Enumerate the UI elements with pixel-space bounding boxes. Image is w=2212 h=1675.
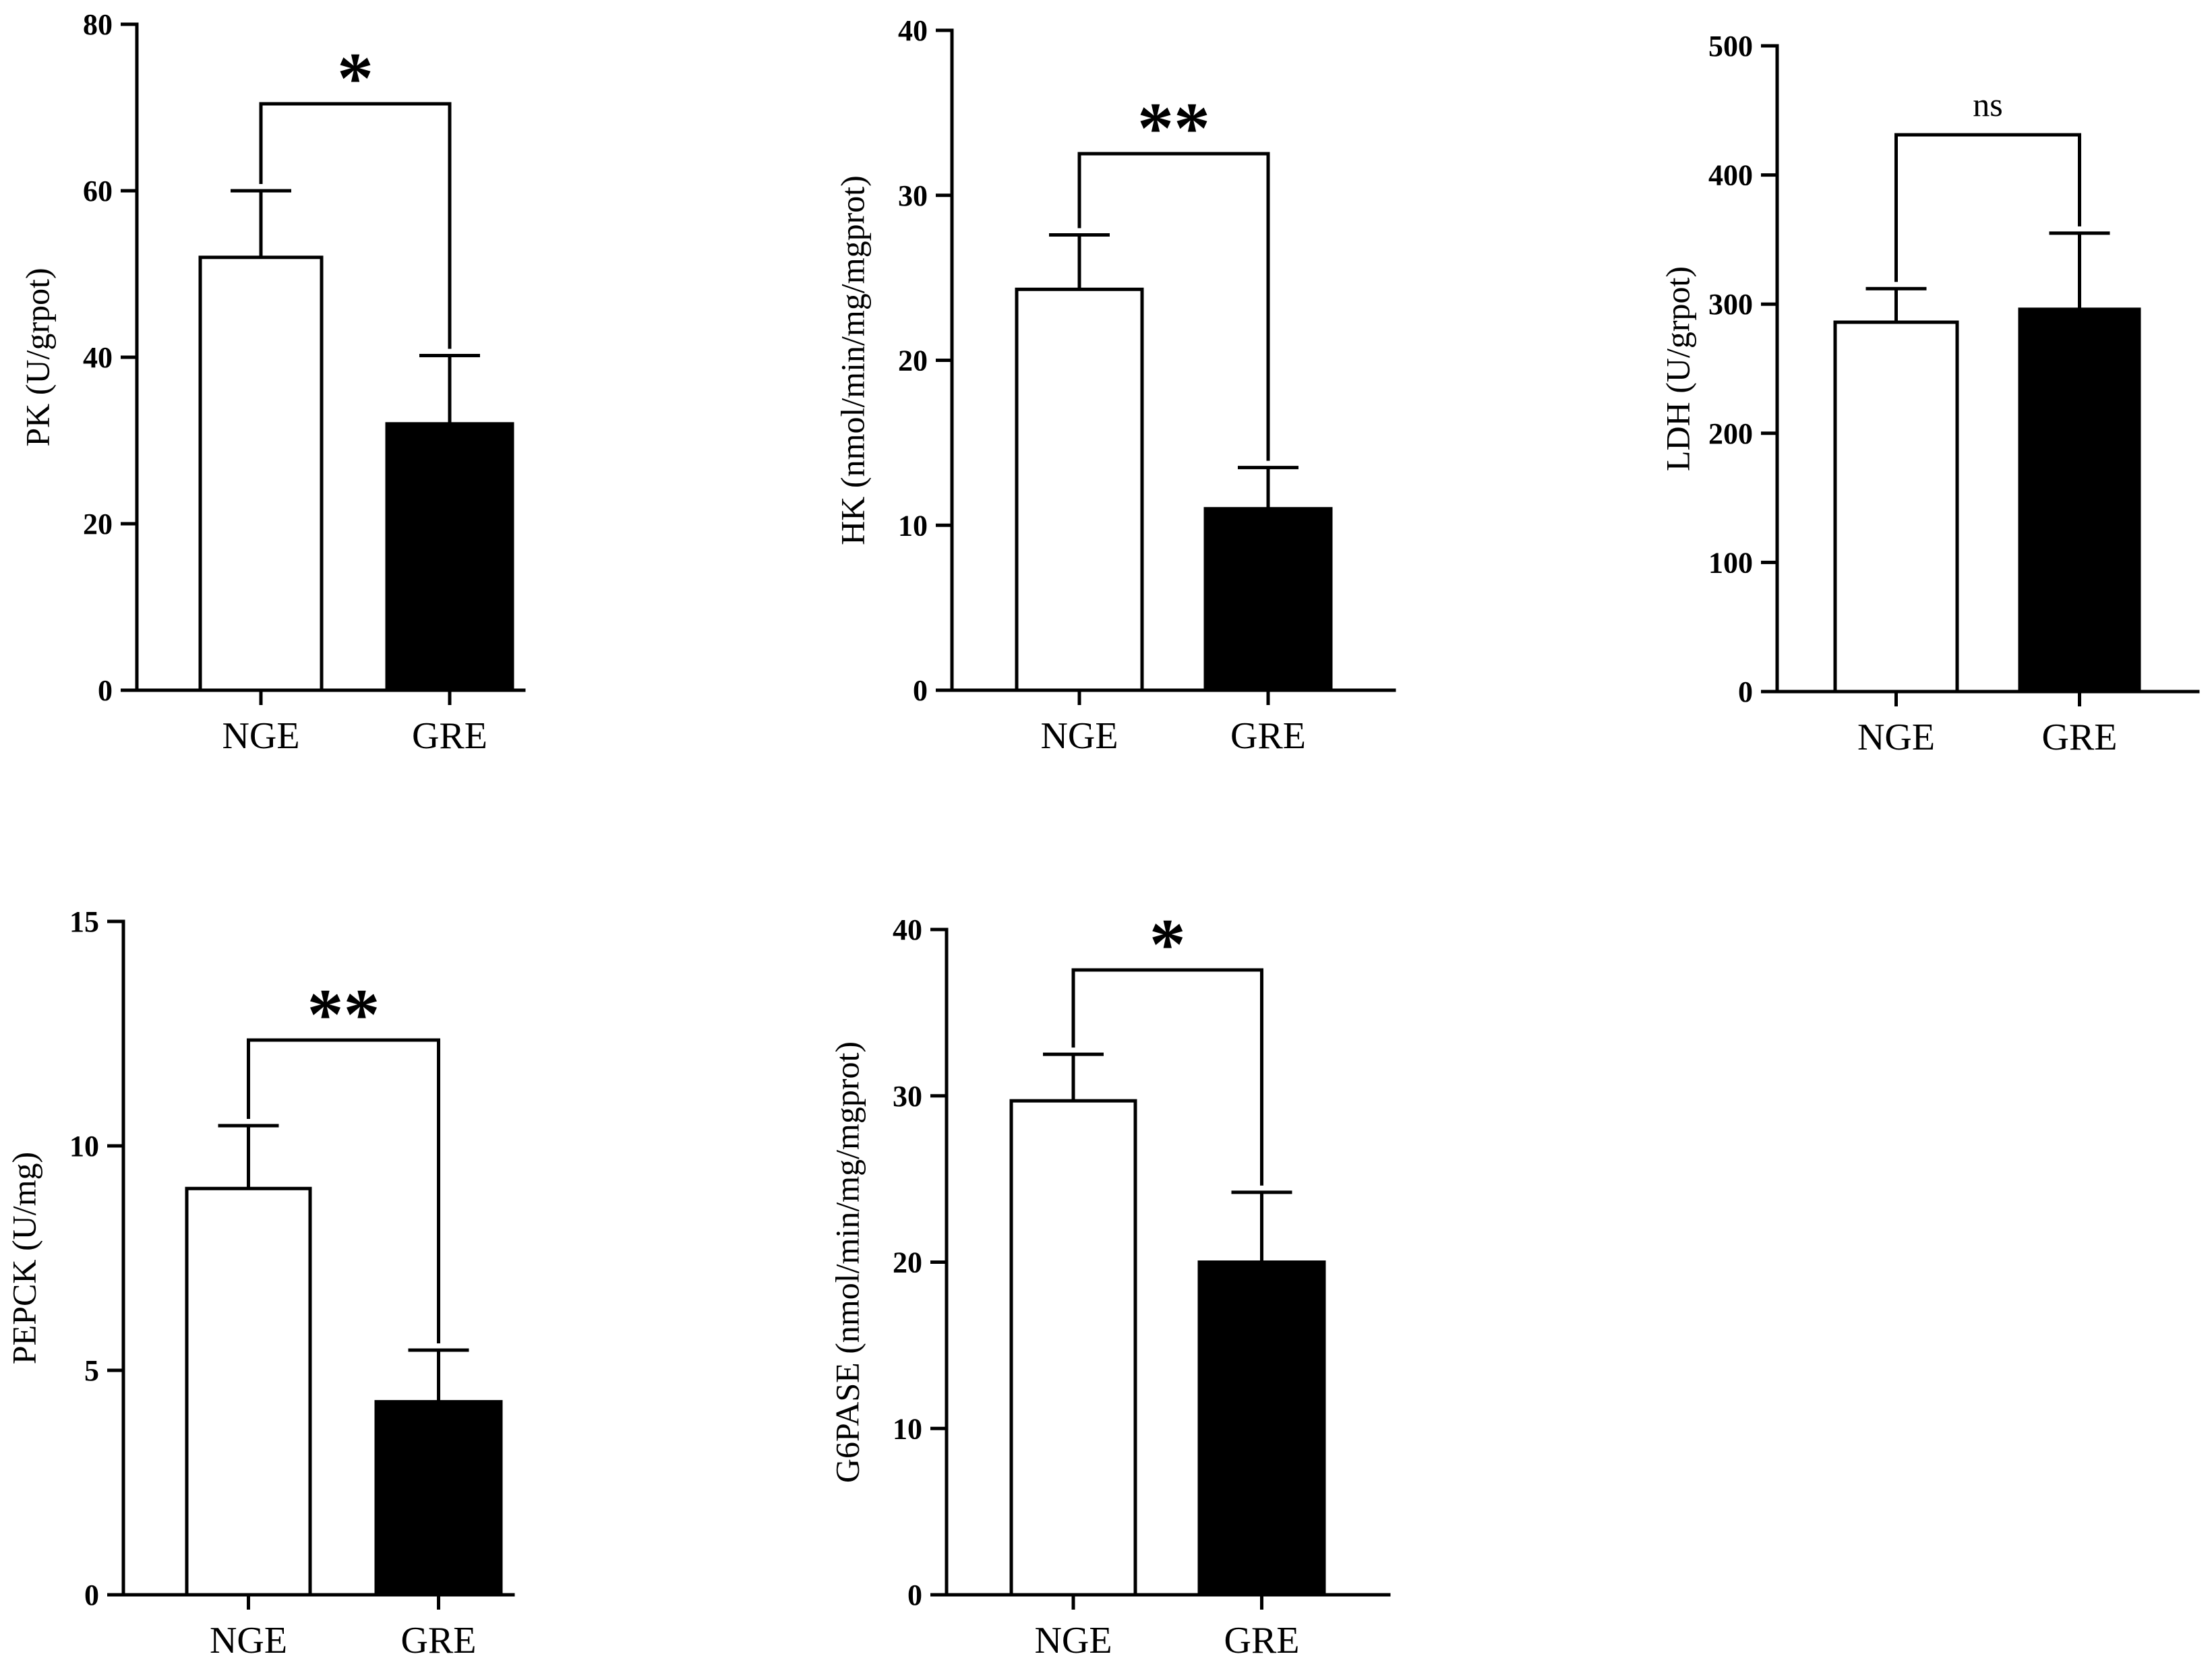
y-tick-label: 0 (98, 674, 113, 707)
y-axis-title: PK (U/grpot) (18, 268, 56, 446)
significance-label: ns (1973, 86, 2002, 123)
significance-label: ** (307, 975, 380, 1055)
y-axis-title: HK (nmol/min/mg/mgprot) (833, 175, 871, 545)
y-tick-label: 30 (893, 1080, 922, 1113)
chart-panel-4: 0 5 10 15 PEPCK (U/mg) NGE GRE ** (5, 905, 515, 1662)
significance-bracket (1077, 152, 1270, 461)
y-tick-label: 30 (898, 179, 928, 212)
x-tick-label: NGE (1034, 1620, 1112, 1662)
bar-gre (1197, 1260, 1326, 1597)
y-tick-label: 60 (83, 175, 113, 208)
significance-bracket (1071, 968, 1263, 1186)
y-tick-label: 40 (893, 913, 922, 946)
x-tick-label: NGE (1857, 717, 1935, 758)
y-axis-title: LDH (U/grpot) (1658, 266, 1696, 471)
bar-nge (1015, 287, 1144, 692)
chart-panel-5: 0 10 20 30 40 G6PASE (nmol/min/mg/mgprot) NGE G… (828, 905, 1391, 1662)
y-tick-label: 100 (1708, 546, 1753, 579)
significance-bracket (259, 102, 452, 349)
y-tick-label: 15 (69, 905, 99, 938)
y-tick-label: 20 (898, 344, 928, 377)
x-tick-label: GRE (401, 1620, 477, 1662)
y-axis-title: PEPCK (U/mg) (5, 1152, 42, 1364)
y-tick-label: 10 (893, 1412, 922, 1445)
x-tick-label: GRE (1224, 1620, 1300, 1662)
y-tick-label: 0 (913, 674, 928, 707)
y-tick-label: 0 (84, 1579, 99, 1612)
y-tick-label: 80 (83, 8, 113, 41)
x-tick-label: NGE (222, 715, 299, 757)
bar-gre (374, 1400, 503, 1597)
y-tick-label: 500 (1708, 30, 1753, 63)
x-tick-label: NGE (210, 1620, 287, 1662)
y-tick-label: 0 (1738, 675, 1753, 708)
chart-panel-3: 0 100 200 300 400 500 LDH (U/grpot) NGE GRE ns (1658, 30, 2200, 758)
x-tick-label: GRE (2042, 717, 2118, 758)
bar-nge (1009, 1099, 1137, 1597)
y-tick-label: 400 (1708, 159, 1753, 192)
y-tick-label: 40 (83, 341, 113, 374)
y-tick-label: 20 (83, 508, 113, 541)
y-tick-label: 10 (69, 1130, 99, 1163)
x-tick-label: GRE (412, 715, 487, 757)
y-axis-title: G6PASE (nmol/min/mg/mgprot) (828, 1041, 866, 1483)
y-tick-label: 0 (907, 1579, 922, 1612)
x-tick-label: GRE (1230, 715, 1306, 757)
bar-gre (2018, 307, 2141, 694)
x-tick-label: NGE (1040, 715, 1118, 757)
y-tick-label: 40 (898, 14, 928, 47)
significance-label: * (337, 38, 373, 119)
significance-bracket (247, 1038, 440, 1344)
bar-nge (1833, 320, 1959, 694)
y-tick-label: 20 (893, 1246, 922, 1279)
y-tick-label: 5 (84, 1354, 99, 1387)
y-tick-label: 300 (1708, 288, 1753, 321)
chart-panel-2: 0 10 20 30 40 HK (nmol/min/mg/mgprot) NGE GRE ** (833, 14, 1396, 757)
chart-panel-1: 0 20 40 60 80 PK (U/grpot) NGE GRE * (18, 8, 526, 757)
bar-gre (1203, 507, 1333, 692)
significance-bracket (1894, 133, 2081, 282)
significance-label: * (1149, 905, 1186, 985)
bar-nge (185, 1186, 312, 1597)
y-tick-label: 10 (898, 509, 928, 542)
bar-gre (385, 422, 514, 692)
bar-nge (198, 255, 324, 692)
significance-label: ** (1137, 88, 1210, 169)
y-tick-label: 200 (1708, 417, 1753, 450)
